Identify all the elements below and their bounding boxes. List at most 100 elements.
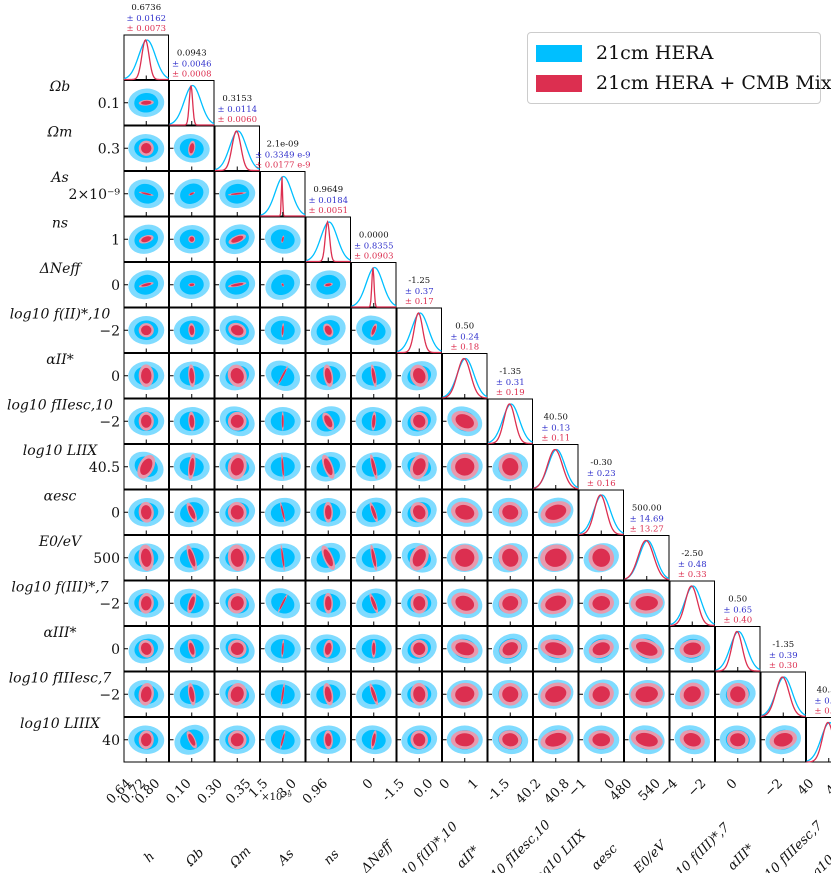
mix-contour-68 bbox=[455, 733, 474, 746]
panel-log10_LX_III-vs-n_s bbox=[306, 718, 351, 763]
panel-log10_fstar7_III-vs-Delta_N_eff bbox=[352, 581, 397, 626]
stat-mean-Omega_m: 0.3153 bbox=[222, 94, 252, 104]
panel-alpha_star_III-vs-alpha_star_II bbox=[443, 627, 488, 672]
stat-err-hera-log10_fesc10_II: ± 0.31 bbox=[496, 378, 525, 388]
panel-n_s-vs-Omega_m bbox=[215, 217, 260, 262]
panel-log10_fesc7_III-vs-log10_fesc10_II bbox=[488, 672, 533, 717]
panel-Delta_N_eff-vs-n_s bbox=[306, 263, 351, 308]
stat-err-hera-log10_LX_III: ± 0.44 bbox=[814, 697, 831, 707]
xlabel-alpha_star_III: αIII* bbox=[725, 841, 758, 873]
panel-log10_fesc10_II-vs-A_s bbox=[261, 399, 306, 444]
panel-alpha_esc-vs-log10_fesc10_II bbox=[488, 490, 533, 535]
stat-err-mix-log10_fstar7_III: ± 0.33 bbox=[678, 570, 707, 580]
panel-log10_LX_III-vs-Omega_m bbox=[215, 718, 260, 763]
panel-alpha_star_III-vs-Omega_m bbox=[215, 627, 260, 672]
diag-panel-Omega_b: 0.0943± 0.0046± 0.0008 bbox=[170, 49, 215, 126]
panel-log10_fstar10_II-vs-h bbox=[124, 308, 169, 353]
stat-err-hera-log10_fesc7_III: ± 0.39 bbox=[769, 651, 798, 661]
stat-err-hera-Delta_N_eff: ± 0.8355 bbox=[354, 242, 394, 252]
legend: 21cm HERA 21cm HERA + CMB Mix bbox=[527, 32, 821, 104]
panel-log10_fstar7_III-vs-log10_LX_II bbox=[534, 581, 579, 626]
panel-log10_fstar7_III-vs-A_s bbox=[260, 581, 305, 626]
mix-contour-68 bbox=[231, 733, 244, 746]
panel-log10_LX_III-vs-A_s bbox=[261, 718, 306, 763]
panel-log10_LX_III-vs-E0 bbox=[625, 718, 670, 763]
ytick-label-A_s: 2×10⁻⁹ bbox=[69, 187, 121, 203]
panel-E0-vs-h bbox=[124, 536, 169, 581]
panel-E0-vs-Omega_b bbox=[170, 536, 215, 581]
panel-log10_fstar10_II-vs-A_s bbox=[261, 308, 306, 353]
panel-log10_fstar7_III-vs-E0 bbox=[625, 581, 670, 626]
xtick-label-alpha_star_II: 0 bbox=[437, 776, 453, 792]
xtick-label-alpha_star_III: 0 bbox=[724, 776, 740, 792]
panel-alpha_star_III-vs-E0 bbox=[625, 627, 670, 672]
ylabel-alpha_esc: αesc bbox=[44, 488, 77, 504]
panel-log10_LX_III-vs-alpha_star_III bbox=[716, 718, 761, 763]
panel-log10_fstar10_II-vs-n_s bbox=[306, 308, 351, 353]
stat-err-mix-log10_LX_III: ± 0.28 bbox=[814, 707, 831, 717]
panel-log10_LX_III-vs-log10_LX_II bbox=[534, 718, 579, 763]
panel-log10_fstar10_II-vs-Delta_N_eff bbox=[352, 308, 397, 353]
panel-log10_LX_III-vs-log10_fstar10_II bbox=[397, 718, 442, 763]
mix-contour-68 bbox=[141, 325, 151, 335]
stat-mean-alpha_esc: -0.30 bbox=[590, 458, 612, 468]
ytick-label-alpha_star_III: 0 bbox=[111, 642, 120, 658]
panel-n_s-vs-h bbox=[124, 217, 169, 262]
panel-Omega_m-vs-Omega_b bbox=[170, 126, 215, 171]
legend-swatch-hera bbox=[536, 45, 582, 62]
panel-E0-vs-Delta_N_eff bbox=[352, 536, 397, 581]
panel-log10_LX_III-vs-log10_fstar7_III bbox=[670, 718, 715, 763]
stat-mean-alpha_star_III: 0.50 bbox=[728, 595, 747, 605]
panel-log10_fesc10_II-vs-alpha_star_II bbox=[443, 399, 488, 444]
diag-panel-log10_LX_II: 40.50± 0.13± 0.11 bbox=[534, 413, 579, 490]
panel-log10_fesc7_III-vs-n_s bbox=[306, 672, 351, 717]
stat-err-hera-alpha_esc: ± 0.23 bbox=[587, 469, 616, 479]
panel-alpha_esc-vs-A_s bbox=[261, 490, 306, 535]
panel-E0-vs-A_s bbox=[261, 536, 306, 581]
panel-log10_fesc7_III-vs-Omega_m bbox=[215, 672, 260, 717]
stat-mean-h: 0.6736 bbox=[131, 3, 161, 13]
panel-alpha_esc-vs-n_s bbox=[306, 490, 351, 535]
legend-entry-hera: 21cm HERA bbox=[536, 40, 713, 66]
panel-alpha_esc-vs-h bbox=[124, 490, 169, 535]
stat-err-mix-E0: ± 13.27 bbox=[630, 525, 664, 535]
ylabel-alpha_star_III: αIII* bbox=[43, 625, 76, 641]
stat-err-hera-n_s: ± 0.0184 bbox=[308, 196, 348, 206]
stat-err-mix-alpha_star_III: ± 0.40 bbox=[723, 616, 752, 626]
panel-log10_fstar7_III-vs-alpha_star_II bbox=[443, 581, 488, 626]
ylabel-log10_LX_II: log10 LIIX bbox=[23, 443, 98, 459]
stat-err-mix-Delta_N_eff: ± 0.0903 bbox=[354, 252, 394, 262]
ytick-label-Delta_N_eff: 0 bbox=[111, 278, 120, 294]
stat-err-mix-alpha_star_II: ± 0.18 bbox=[450, 343, 479, 353]
stat-mean-log10_fstar10_II: -1.25 bbox=[408, 276, 430, 286]
panel-alpha_star_III-vs-Delta_N_eff bbox=[352, 627, 397, 672]
legend-label-hera: 21cm HERA bbox=[596, 42, 713, 64]
panel-log10_fesc10_II-vs-Delta_N_eff bbox=[352, 399, 397, 444]
xtick-label-log10_fstar7_III: −4 bbox=[657, 776, 681, 800]
diag-panel-alpha_star_III: 0.50± 0.65± 0.40 bbox=[716, 595, 761, 672]
diag-panel-h: 0.6736± 0.0162± 0.0073 bbox=[124, 3, 169, 80]
stat-mean-Omega_b: 0.0943 bbox=[177, 49, 207, 59]
panel-alpha_star_II-vs-A_s bbox=[260, 354, 305, 399]
panel-log10_fesc7_III-vs-E0 bbox=[625, 672, 670, 717]
panel-alpha_esc-vs-Delta_N_eff bbox=[352, 490, 397, 535]
xlabel-log10_fstar7_III: log10 f(III)*,7 bbox=[659, 820, 734, 873]
panel-log10_LX_III-vs-h bbox=[124, 718, 169, 763]
ytick-label-n_s: 1 bbox=[111, 232, 120, 248]
ylabel-log10_fstar7_III: log10 f(III)*,7 bbox=[11, 579, 108, 595]
ytick-label-log10_fesc10_II: −2 bbox=[99, 414, 120, 430]
xlabel-h: h bbox=[142, 849, 159, 866]
ylabel-alpha_star_II: αII* bbox=[46, 352, 74, 368]
panel-log10_LX_II-vs-log10_fstar10_II bbox=[397, 445, 442, 490]
panel-alpha_esc-vs-alpha_star_II bbox=[443, 490, 488, 535]
xtick-label-alpha_esc: −1 bbox=[566, 776, 590, 800]
panel-log10_LX_III-vs-alpha_esc bbox=[579, 718, 624, 763]
panel-E0-vs-alpha_star_II bbox=[443, 536, 488, 581]
diag-panel-A_s: 2.1e-09± 0.3349 e-9± 0.0177 e-9 bbox=[255, 140, 311, 217]
xtick-label-log10_fstar10_II: -1.5 bbox=[379, 776, 407, 804]
panel-log10_fstar10_II-vs-Omega_b bbox=[170, 308, 215, 353]
legend-entry-mix: 21cm HERA + CMB Mix bbox=[536, 70, 831, 96]
panel-alpha_star_III-vs-alpha_esc bbox=[579, 627, 624, 672]
panel-E0-vs-log10_fstar10_II bbox=[397, 536, 442, 581]
